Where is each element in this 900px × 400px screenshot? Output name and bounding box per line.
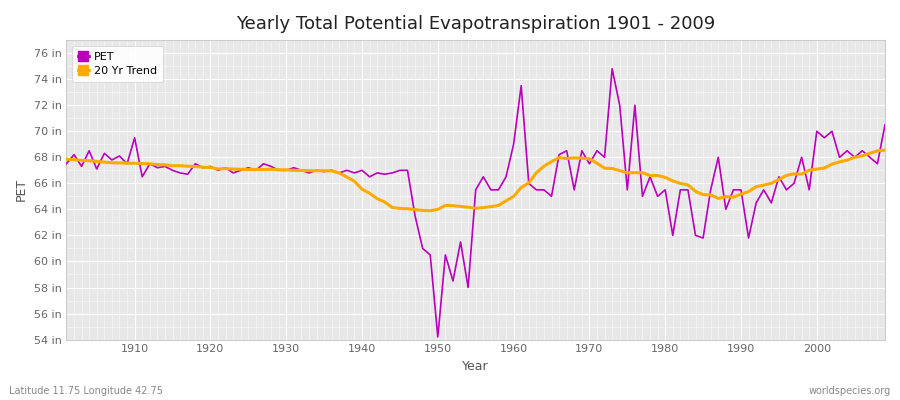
X-axis label: Year: Year: [463, 360, 489, 373]
Y-axis label: PET: PET: [15, 178, 28, 202]
Text: Latitude 11.75 Longitude 42.75: Latitude 11.75 Longitude 42.75: [9, 386, 163, 396]
Legend: PET, 20 Yr Trend: PET, 20 Yr Trend: [72, 46, 163, 82]
Text: worldspecies.org: worldspecies.org: [809, 386, 891, 396]
Title: Yearly Total Potential Evapotranspiration 1901 - 2009: Yearly Total Potential Evapotranspiratio…: [236, 15, 716, 33]
